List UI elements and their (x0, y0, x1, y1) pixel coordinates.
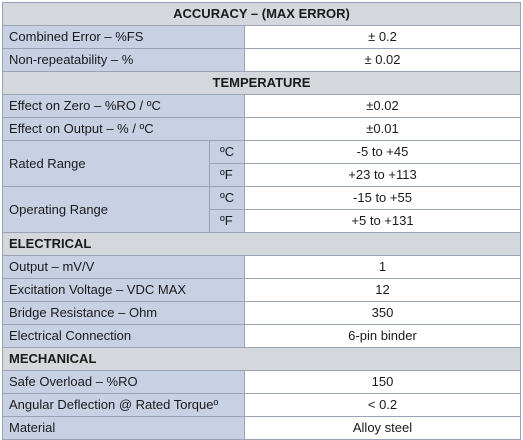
row-value: 12 (244, 278, 521, 302)
section-header-electrical: ELECTRICAL (2, 232, 521, 256)
section-header-row: MECHANICAL (2, 347, 521, 371)
section-header-temperature: TEMPERATURE (2, 71, 521, 95)
table-row: Effect on Output – % / ºC ±0.01 (2, 117, 521, 141)
table-row: Operating Range ºC -15 to +55 (2, 186, 521, 233)
row-value: Alloy steel (244, 416, 521, 440)
row-value: < 0.2 (244, 393, 521, 417)
row-label: Electrical Connection (2, 324, 245, 348)
row-value: ± 0.2 (244, 25, 521, 49)
section-header-accuracy: ACCURACY – (MAX ERROR) (2, 2, 521, 26)
table-row: Combined Error – %FS ± 0.2 (2, 25, 521, 49)
row-value: 150 (244, 370, 521, 394)
table-row: Safe Overload – %RO 150 (2, 370, 521, 394)
section-header-mechanical: MECHANICAL (2, 347, 521, 371)
row-value: ± 0.02 (244, 48, 521, 72)
row-label: Non-repeatability – % (2, 48, 245, 72)
row-label: Effect on Zero – %RO / ºC (2, 94, 245, 118)
row-label: Bridge Resistance – Ohm (2, 301, 245, 325)
operating-range-fahrenheit-value: +5 to +131 (244, 209, 521, 233)
table-row: Bridge Resistance – Ohm 350 (2, 301, 521, 325)
table-row: Angular Deflection @ Rated Torqueº < 0.2 (2, 393, 521, 417)
fahrenheit-unit: ºF (209, 163, 245, 187)
table-row: Effect on Zero – %RO / ºC ±0.02 (2, 94, 521, 118)
celsius-unit: ºC (209, 186, 245, 210)
section-header-row: ACCURACY – (MAX ERROR) (2, 2, 521, 26)
rated-range-label: Rated Range (2, 140, 210, 187)
row-label: Safe Overload – %RO (2, 370, 245, 394)
row-label: Output – mV/V (2, 255, 245, 279)
row-label: Material (2, 416, 245, 440)
table-row: Material Alloy steel (2, 416, 521, 440)
row-value: 6-pin binder (244, 324, 521, 348)
row-label: Combined Error – %FS (2, 25, 245, 49)
operating-range-celsius-value: -15 to +55 (244, 186, 521, 210)
row-value: 350 (244, 301, 521, 325)
operating-range-label: Operating Range (2, 186, 210, 233)
table-row: ºF +5 to +131 (3, 209, 521, 233)
row-value: ±0.02 (244, 94, 521, 118)
rated-range-celsius-value: -5 to +45 (244, 140, 521, 164)
row-label: Excitation Voltage – VDC MAX (2, 278, 245, 302)
table-row: Non-repeatability – % ± 0.02 (2, 48, 521, 72)
row-value: 1 (244, 255, 521, 279)
section-header-row: ELECTRICAL (2, 232, 521, 256)
section-header-row: TEMPERATURE (2, 71, 521, 95)
table-row: Excitation Voltage – VDC MAX 12 (2, 278, 521, 302)
fahrenheit-unit: ºF (209, 209, 245, 233)
row-label: Angular Deflection @ Rated Torqueº (2, 393, 245, 417)
celsius-unit: ºC (209, 140, 245, 164)
row-label: Effect on Output – % / ºC (2, 117, 245, 141)
table-row: Output – mV/V 1 (2, 255, 521, 279)
table-row: Rated Range ºC -5 to +45 (2, 140, 521, 187)
table-row: Electrical Connection 6-pin binder (2, 324, 521, 348)
rated-range-fahrenheit-value: +23 to +113 (244, 163, 521, 187)
row-value: ±0.01 (244, 117, 521, 141)
